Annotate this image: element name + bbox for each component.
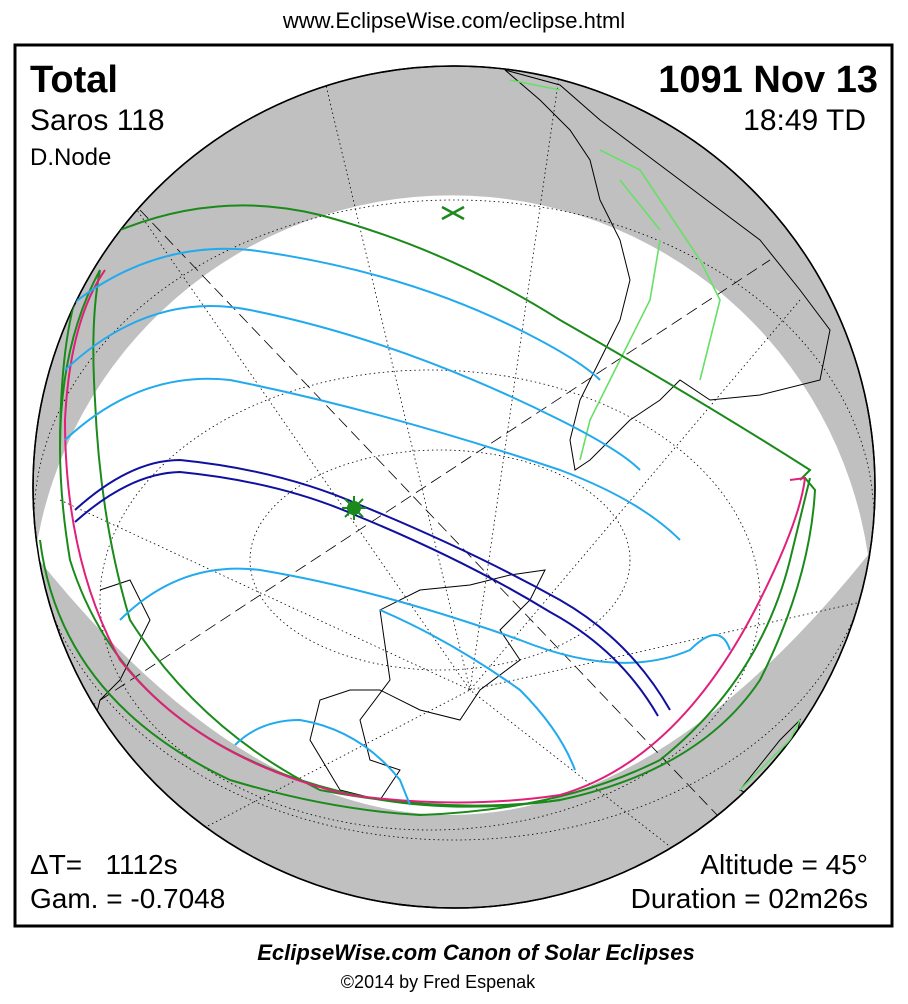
gamma: Gam. = -0.7048 [30, 883, 225, 914]
time: 18:49 TD [743, 104, 866, 137]
eclipse-type: Total [30, 59, 118, 101]
frame [13, 43, 894, 928]
url: www.EclipseWise.com/eclipse.html [282, 8, 625, 33]
globe [32, 65, 876, 909]
duration: Duration = 02m26s [631, 883, 868, 914]
altitude: Altitude = 45° [700, 849, 868, 880]
copyright: ©2014 by Fred Espenak [341, 972, 536, 992]
node: D.Node [30, 144, 111, 171]
saros: Saros 118 [30, 104, 165, 137]
footer-title: EclipseWise.com Canon of Solar Eclipses [257, 940, 695, 965]
delta-t: ΔT= 1112s [30, 849, 178, 880]
eclipse-date: 1091 Nov 13 [658, 59, 878, 101]
